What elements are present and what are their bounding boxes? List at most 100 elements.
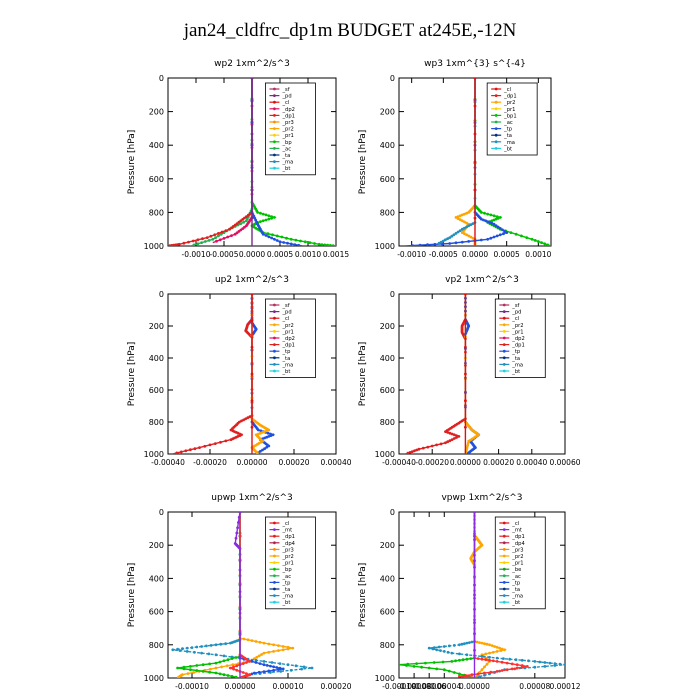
- data-point: [454, 659, 457, 663]
- data-point: [484, 658, 488, 662]
- legend-marker: [494, 100, 498, 104]
- chart-panel-3: up2 1xm^2/s^3 Pressure [hPa] 0 200 400 600 800…: [127, 275, 352, 467]
- data-point: [446, 237, 449, 241]
- data-point: [520, 234, 523, 238]
- data-point: [494, 224, 498, 228]
- x-tick-label: -0.00004: [427, 682, 461, 691]
- y-tick-label: 400: [149, 141, 164, 150]
- data-point: [250, 660, 254, 663]
- data-point: [446, 440, 450, 444]
- data-point: [469, 235, 473, 239]
- data-point: [463, 220, 466, 224]
- data-point: [196, 238, 200, 242]
- y-tick-label: 400: [380, 354, 395, 363]
- series-group: [405, 78, 551, 246]
- data-point: [450, 660, 454, 663]
- data-point: [473, 648, 476, 652]
- data-point: [244, 417, 248, 421]
- legend-label: _pr2: [281, 323, 293, 329]
- data-point: [182, 241, 186, 245]
- data-point: [250, 294, 254, 296]
- data-point: [473, 538, 476, 542]
- legend-marker: [502, 336, 506, 340]
- y-tick-label: 600: [149, 175, 164, 184]
- data-point: [454, 216, 458, 219]
- legend-label: _ta: [511, 587, 520, 593]
- legend-label: _sf: [281, 87, 289, 93]
- data-point: [488, 221, 492, 224]
- legend-label: _bp: [281, 140, 292, 146]
- data-point: [482, 218, 485, 222]
- x-tick-label: -0.00020: [193, 458, 227, 467]
- y-axis-label: Pressure [hPa]: [358, 342, 368, 407]
- data-point: [285, 236, 288, 240]
- data-point: [264, 218, 268, 222]
- data-point: [230, 674, 234, 678]
- data-point: [255, 451, 259, 454]
- data-point: [235, 664, 239, 668]
- data-point: [500, 669, 504, 672]
- data-point: [413, 449, 416, 453]
- data-point: [458, 674, 461, 678]
- data-point: [489, 213, 493, 217]
- legend-marker: [273, 567, 276, 571]
- data-point: [399, 663, 401, 667]
- data-point: [480, 655, 484, 658]
- legend-label: _bp: [281, 567, 292, 573]
- data-point: [465, 675, 469, 678]
- legend-label: _mt: [281, 528, 292, 534]
- data-point: [320, 243, 324, 246]
- data-point: [214, 666, 218, 670]
- data-point: [267, 669, 271, 673]
- data-point: [473, 512, 476, 514]
- x-tick-label: -0.00006: [412, 682, 446, 691]
- data-point: [538, 660, 542, 664]
- x-tick-label: 0.00060: [549, 458, 580, 467]
- data-point: [267, 235, 271, 239]
- legend-label: _pr1: [281, 329, 293, 335]
- data-point: [421, 446, 425, 450]
- data-point: [267, 217, 271, 221]
- data-point: [448, 439, 452, 443]
- legend-label: _pr1: [281, 561, 293, 567]
- y-axis-label: Pressure [hPa]: [358, 130, 368, 195]
- data-point: [214, 236, 218, 240]
- data-point: [553, 664, 557, 667]
- legend-label: _cl: [503, 87, 511, 93]
- data-point: [302, 665, 306, 669]
- data-point: [458, 652, 461, 656]
- panel-title: vpwp 1xm^2/s^3: [441, 493, 522, 503]
- data-point: [510, 662, 514, 666]
- data-point: [265, 429, 269, 433]
- data-point: [463, 212, 466, 216]
- data-point: [264, 213, 268, 217]
- data-point: [491, 659, 495, 663]
- data-point: [238, 633, 242, 637]
- legend-marker: [273, 120, 276, 124]
- x-tick-label: 0.0010: [295, 250, 321, 259]
- data-point: [250, 132, 254, 136]
- y-tick-label: 400: [149, 354, 164, 363]
- data-point: [467, 451, 470, 454]
- data-point: [279, 670, 283, 673]
- data-point: [272, 650, 275, 653]
- data-point: [214, 671, 218, 675]
- data-point: [219, 642, 223, 646]
- data-point: [448, 242, 452, 245]
- data-point: [323, 243, 327, 246]
- legend-label: _bt: [281, 166, 290, 172]
- data-point: [241, 662, 245, 665]
- data-point: [543, 665, 547, 668]
- data-point: [533, 665, 537, 669]
- panel-title: wp2 1xm^2/s^3: [214, 59, 290, 69]
- legend-marker: [273, 127, 276, 130]
- legend-marker: [273, 153, 276, 157]
- y-tick-label: 200: [380, 322, 395, 331]
- data-point: [415, 448, 419, 452]
- data-point: [195, 645, 199, 649]
- y-tick-label: 800: [149, 418, 164, 427]
- data-point: [514, 232, 518, 236]
- data-point: [470, 673, 474, 677]
- data-point: [467, 439, 471, 443]
- legend-marker: [273, 160, 276, 164]
